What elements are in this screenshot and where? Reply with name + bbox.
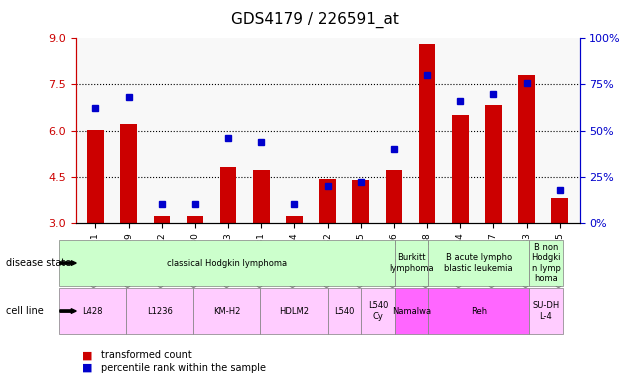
Bar — [186, 216, 203, 223]
Bar — [120, 124, 137, 223]
Bar — [452, 114, 469, 223]
Text: ■: ■ — [82, 363, 93, 373]
Text: L428: L428 — [82, 306, 103, 316]
Bar — [419, 44, 435, 223]
Text: L540: L540 — [334, 306, 355, 316]
Bar — [518, 74, 535, 223]
Text: B acute lympho
blastic leukemia: B acute lympho blastic leukemia — [445, 253, 513, 273]
Text: KM-H2: KM-H2 — [213, 306, 241, 316]
Bar — [485, 105, 501, 223]
Bar — [386, 170, 402, 223]
Bar — [286, 216, 303, 223]
Text: GDS4179 / 226591_at: GDS4179 / 226591_at — [231, 12, 399, 28]
Text: L540
Cy: L540 Cy — [368, 301, 388, 321]
Text: classical Hodgkin lymphoma: classical Hodgkin lymphoma — [167, 258, 287, 268]
Text: percentile rank within the sample: percentile rank within the sample — [101, 363, 266, 373]
Bar — [253, 170, 270, 223]
Text: B non
Hodgki
n lymp
homa: B non Hodgki n lymp homa — [531, 243, 561, 283]
Bar — [220, 167, 236, 223]
Text: SU-DH
L-4: SU-DH L-4 — [532, 301, 559, 321]
Text: Burkitt
lymphoma: Burkitt lymphoma — [389, 253, 434, 273]
Text: Reh: Reh — [471, 306, 487, 316]
Text: ■: ■ — [82, 350, 93, 360]
Text: L1236: L1236 — [147, 306, 173, 316]
Bar — [551, 197, 568, 223]
Bar — [352, 180, 369, 223]
Text: Namalwa: Namalwa — [392, 306, 431, 316]
Text: disease state: disease state — [6, 258, 71, 268]
Bar — [154, 216, 170, 223]
Text: transformed count: transformed count — [101, 350, 192, 360]
Text: HDLM2: HDLM2 — [279, 306, 309, 316]
Bar — [87, 130, 104, 223]
Text: cell line: cell line — [6, 306, 44, 316]
Bar — [319, 179, 336, 223]
